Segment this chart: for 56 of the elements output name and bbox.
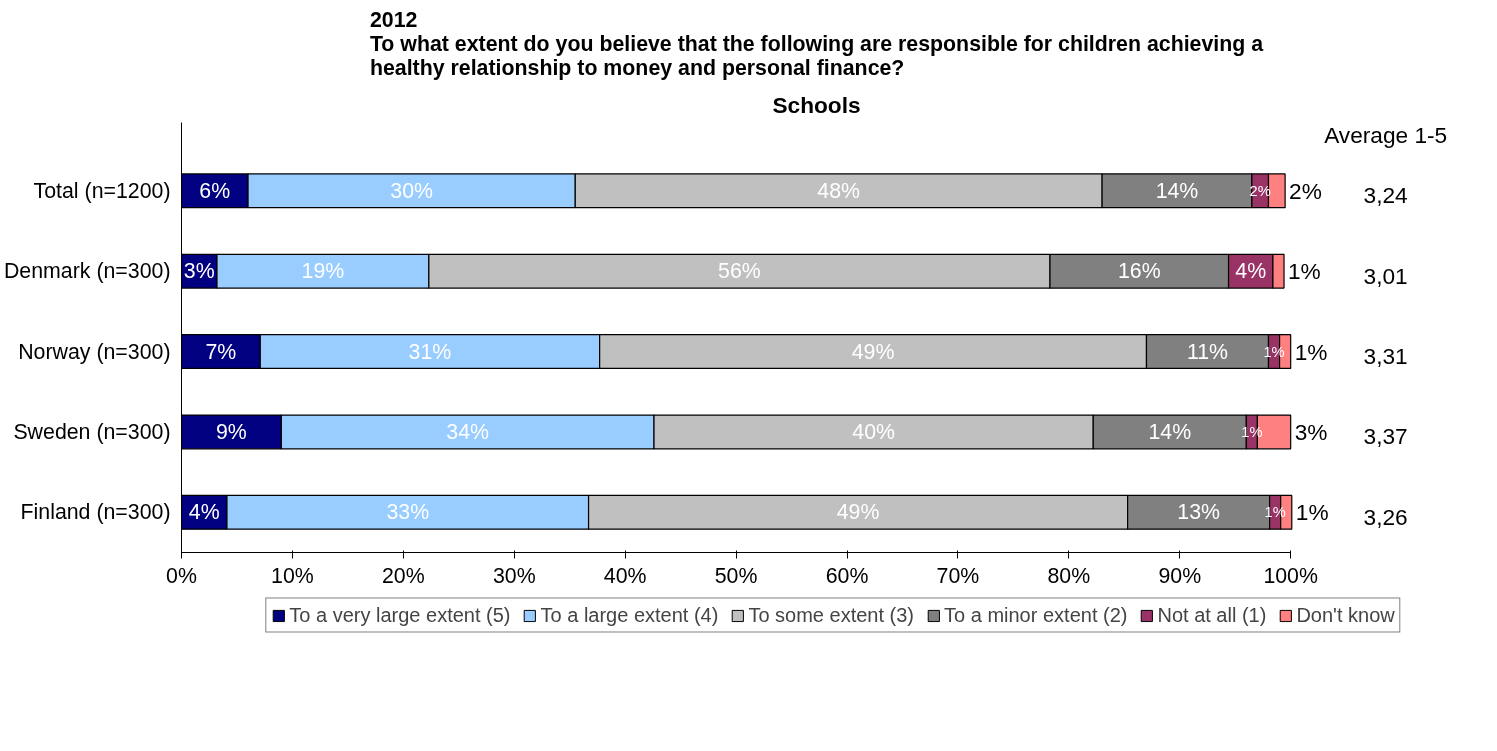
y-tick-label: Total (n=1200) bbox=[33, 178, 171, 203]
data-label: 7% bbox=[205, 339, 237, 364]
data-label: 3% bbox=[1294, 418, 1328, 445]
data-label: 1% bbox=[1295, 499, 1329, 526]
data-label: 40% bbox=[852, 419, 895, 444]
chart-subtitle: Schools bbox=[772, 91, 861, 118]
data-label: 3% bbox=[183, 259, 215, 284]
data-label: 49% bbox=[836, 500, 880, 525]
text: 3,24 bbox=[1363, 182, 1408, 209]
x-tick-label: 0% bbox=[166, 563, 197, 588]
x-tick-label: 80% bbox=[1047, 563, 1091, 588]
text: 3,31 bbox=[1363, 343, 1408, 370]
x-tick-label: 30% bbox=[492, 563, 536, 588]
data-label: 48% bbox=[817, 178, 861, 203]
legend-label: To a very large extent (5) bbox=[289, 603, 511, 627]
data-label: 56% bbox=[718, 259, 761, 284]
legend-label: Don't know bbox=[1296, 603, 1395, 627]
data-label: 13% bbox=[1177, 500, 1220, 525]
x-tick-label: 60% bbox=[825, 563, 869, 588]
data-label: 14% bbox=[1155, 178, 1199, 203]
y-tick-label: Finland (n=300) bbox=[20, 500, 171, 525]
text: 3,37 bbox=[1363, 423, 1408, 450]
y-tick-label: Norway (n=300) bbox=[18, 339, 171, 364]
legend-label: To a minor extent (2) bbox=[944, 603, 1128, 627]
data-label: 6% bbox=[199, 178, 231, 203]
data-label: 16% bbox=[1117, 259, 1161, 284]
legend-label: Not at all (1) bbox=[1157, 603, 1267, 627]
data-label: 11% bbox=[1186, 339, 1229, 364]
text: Average 1-5 bbox=[1324, 121, 1448, 148]
data-label: 31% bbox=[408, 339, 452, 364]
data-label: 4% bbox=[1235, 259, 1267, 284]
data-label: 34% bbox=[446, 419, 490, 444]
chart-title: 2012 To what extent do you believe that the following are responsible for children achieving a healthy relationship to money and personal finance? bbox=[369, 7, 1264, 80]
data-label: 9% bbox=[216, 419, 247, 444]
data-label: 1% bbox=[1288, 258, 1321, 285]
data-label: 1% bbox=[1294, 338, 1328, 365]
data-label: 2% bbox=[1289, 177, 1322, 204]
data-label: 33% bbox=[386, 500, 430, 525]
data-label: 30% bbox=[390, 178, 434, 203]
text: 3,26 bbox=[1363, 503, 1408, 530]
data-label: 19% bbox=[301, 259, 345, 284]
data-label: 4% bbox=[188, 500, 220, 525]
x-tick-label: 100% bbox=[1263, 563, 1318, 588]
x-tick-label: 90% bbox=[1158, 563, 1202, 588]
x-tick-label: 70% bbox=[936, 563, 980, 588]
data-label: 14% bbox=[1148, 419, 1192, 444]
y-tick-label: Denmark (n=300) bbox=[3, 259, 171, 284]
legend-label: To a large extent (4) bbox=[540, 603, 719, 627]
x-tick-label: 20% bbox=[381, 563, 425, 588]
x-tick-label: 40% bbox=[603, 563, 647, 588]
data-label: 49% bbox=[851, 339, 895, 364]
x-tick-label: 10% bbox=[271, 563, 314, 588]
text: 3,01 bbox=[1363, 262, 1408, 289]
y-tick-label: Sweden (n=300) bbox=[13, 419, 171, 444]
legend-label: To some extent (3) bbox=[748, 603, 915, 627]
x-tick-label: 50% bbox=[714, 563, 758, 588]
